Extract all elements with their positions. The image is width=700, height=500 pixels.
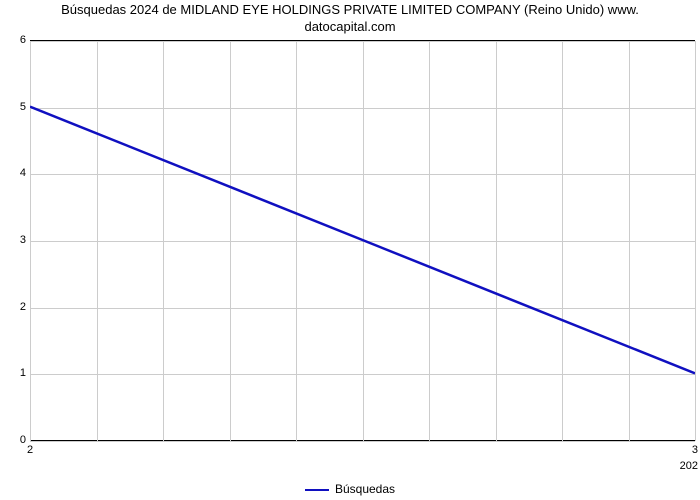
grid-line-vertical — [429, 41, 430, 441]
legend-swatch — [305, 489, 329, 491]
y-tick-label: 3 — [6, 234, 26, 246]
y-tick-label: 0 — [6, 434, 26, 446]
grid-line-vertical — [30, 41, 31, 441]
y-tick-label: 1 — [6, 367, 26, 379]
x-tick-label: 2 — [27, 444, 33, 456]
grid-line-vertical — [230, 41, 231, 441]
title-line-2: datocapital.com — [304, 19, 395, 34]
y-tick-label: 2 — [6, 301, 26, 313]
grid-line-vertical — [97, 41, 98, 441]
legend: Búsquedas — [0, 482, 700, 496]
y-tick-label: 6 — [6, 34, 26, 46]
grid-line-vertical — [363, 41, 364, 441]
grid-line-vertical — [296, 41, 297, 441]
grid-line-horizontal — [30, 441, 695, 442]
legend-label: Búsquedas — [335, 482, 395, 496]
y-tick-label: 5 — [6, 101, 26, 113]
grid-line-vertical — [163, 41, 164, 441]
chart-title: Búsquedas 2024 de MIDLAND EYE HOLDINGS P… — [0, 2, 700, 36]
chart-container: Búsquedas 2024 de MIDLAND EYE HOLDINGS P… — [0, 0, 700, 500]
title-line-1: Búsquedas 2024 de MIDLAND EYE HOLDINGS P… — [61, 2, 639, 17]
grid-line-vertical — [562, 41, 563, 441]
x-tick-label: 3 — [692, 444, 698, 456]
grid-line-vertical — [496, 41, 497, 441]
y-tick-label: 4 — [6, 167, 26, 179]
plot-area — [30, 40, 695, 441]
x-sub-tick-label: 202 — [680, 460, 698, 472]
grid-line-vertical — [695, 41, 696, 441]
grid-line-vertical — [629, 41, 630, 441]
